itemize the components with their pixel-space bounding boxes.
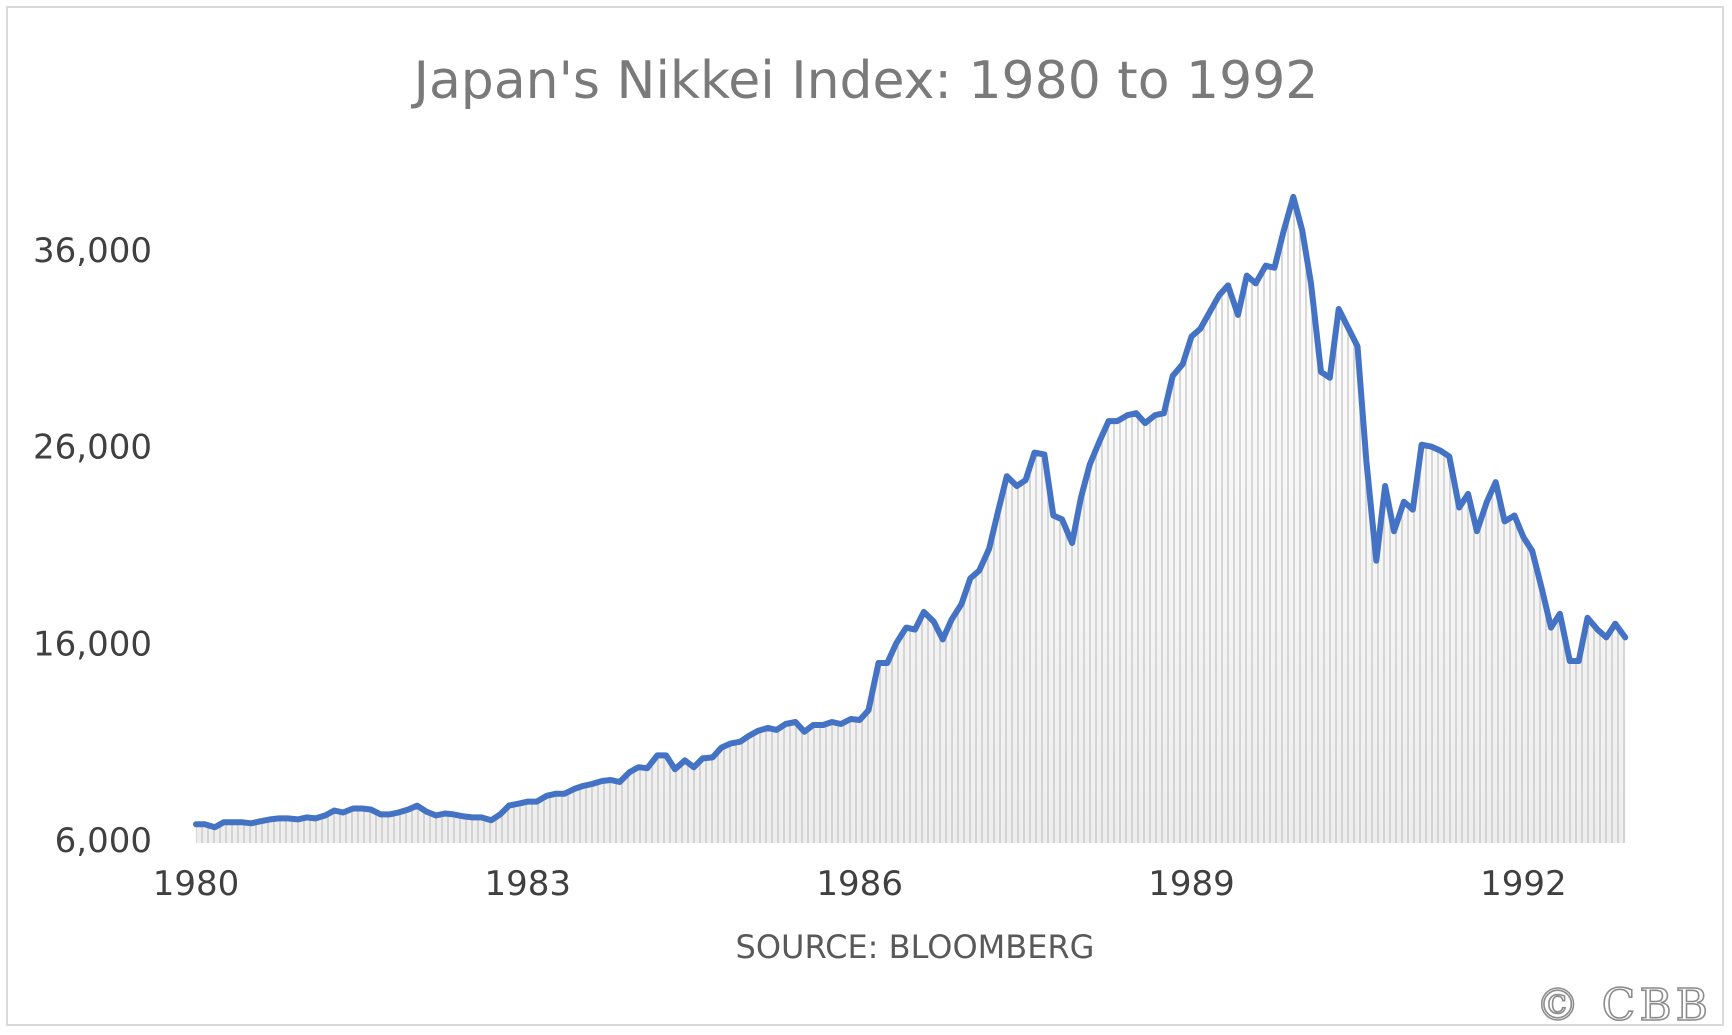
plot-area xyxy=(193,193,1629,843)
chart-title: Japan's Nikkei Index: 1980 to 1992 xyxy=(411,51,1319,111)
x-tick-label: 1980 xyxy=(153,864,240,904)
y-axis: 6,000 16,000 26,000 36,000 xyxy=(33,231,152,861)
x-axis-caption: SOURCE: BLOOMBERG xyxy=(736,928,1095,966)
y-tick-label: 16,000 xyxy=(33,624,152,664)
x-tick-label: 1992 xyxy=(1480,864,1567,904)
x-tick-label: 1989 xyxy=(1148,864,1235,904)
area-fill xyxy=(196,196,1626,843)
y-tick-label: 26,000 xyxy=(33,428,152,468)
y-tick-label: 6,000 xyxy=(55,821,152,861)
x-tick-label: 1983 xyxy=(485,864,572,904)
series-line-nikkei xyxy=(193,193,1629,831)
x-tick-label: 1986 xyxy=(816,864,903,904)
watermark-text: © CBB xyxy=(1536,980,1712,1031)
x-axis: 1980 1983 1986 1989 1992 xyxy=(153,864,1567,904)
y-tick-label: 36,000 xyxy=(33,231,152,271)
